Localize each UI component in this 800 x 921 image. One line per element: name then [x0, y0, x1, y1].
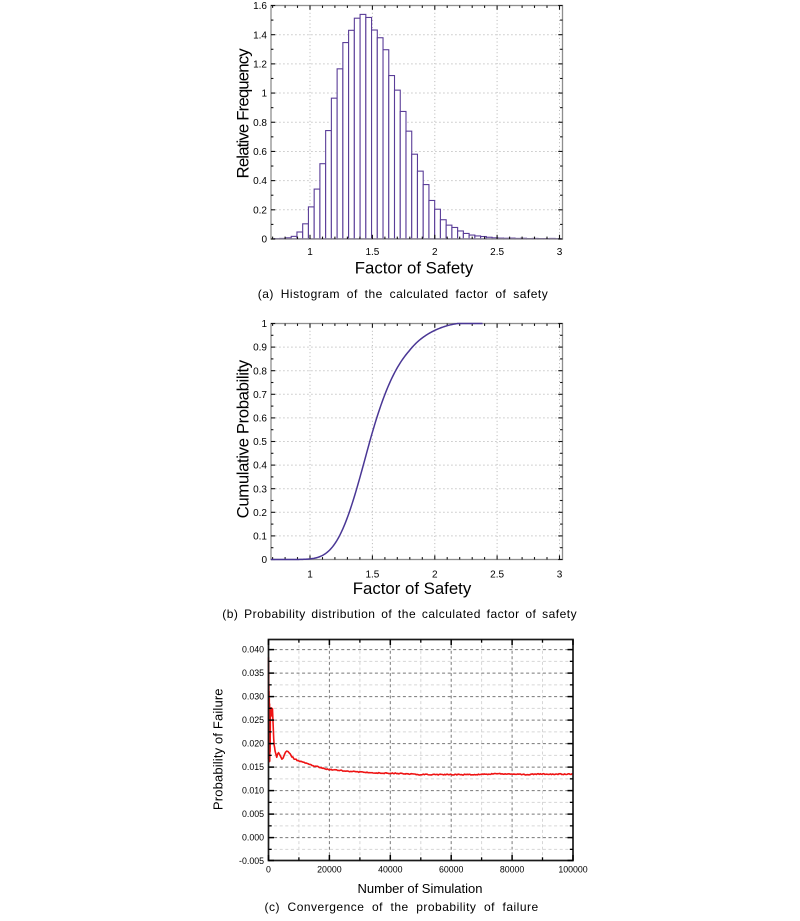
svg-text:1.4: 1.4: [253, 30, 267, 41]
svg-text:(a) Histogram of the calculate: (a) Histogram of the calculated factor o…: [258, 287, 548, 301]
svg-text:100000: 100000: [558, 865, 587, 875]
svg-text:1.2: 1.2: [253, 60, 267, 71]
svg-text:2.5: 2.5: [490, 570, 504, 581]
svg-text:0.8: 0.8: [253, 118, 267, 129]
svg-text:Number of Simulation: Number of Simulation: [358, 881, 483, 896]
svg-text:0.035: 0.035: [242, 668, 264, 678]
svg-text:Cumulative Probability: Cumulative Probability: [233, 359, 252, 518]
svg-text:0.6: 0.6: [253, 147, 267, 158]
svg-text:1: 1: [261, 319, 267, 330]
svg-text:40000: 40000: [378, 865, 403, 875]
svg-text:(b) Probability distribution o: (b) Probability distribution of the calc…: [222, 607, 577, 621]
svg-text:0.8: 0.8: [253, 366, 267, 377]
svg-text:0.3: 0.3: [253, 484, 267, 495]
svg-text:0: 0: [261, 235, 267, 246]
svg-text:0.6: 0.6: [253, 414, 267, 425]
svg-text:2: 2: [432, 570, 438, 581]
svg-text:0.030: 0.030: [242, 692, 264, 702]
svg-text:0.000: 0.000: [242, 833, 264, 843]
svg-text:2.5: 2.5: [490, 247, 504, 258]
svg-text:0.005: 0.005: [242, 809, 264, 819]
svg-text:0.025: 0.025: [242, 715, 264, 725]
svg-text:0: 0: [266, 865, 271, 875]
svg-text:2: 2: [432, 247, 438, 258]
svg-text:0.1: 0.1: [253, 532, 267, 543]
svg-text:0.4: 0.4: [253, 176, 267, 187]
svg-text:Factor of Safety: Factor of Safety: [355, 259, 474, 278]
svg-text:20000: 20000: [317, 865, 342, 875]
svg-text:1.6: 1.6: [253, 1, 267, 12]
svg-text:Relative Frequency: Relative Frequency: [233, 48, 252, 179]
svg-text:1.5: 1.5: [365, 570, 379, 581]
svg-text:0.7: 0.7: [253, 390, 267, 401]
svg-text:3: 3: [557, 247, 563, 258]
svg-text:0.015: 0.015: [242, 762, 264, 772]
svg-text:0.9: 0.9: [253, 343, 267, 354]
svg-text:0.4: 0.4: [253, 461, 267, 472]
svg-text:0.020: 0.020: [242, 739, 264, 749]
svg-text:1.5: 1.5: [365, 247, 379, 258]
svg-text:80000: 80000: [500, 865, 525, 875]
svg-text:1: 1: [307, 247, 313, 258]
svg-text:60000: 60000: [439, 865, 464, 875]
svg-text:1: 1: [261, 89, 267, 100]
svg-text:Probability of Failure: Probability of Failure: [210, 688, 225, 810]
svg-text:0.040: 0.040: [242, 645, 264, 655]
svg-text:0.5: 0.5: [253, 437, 267, 448]
svg-text:3: 3: [557, 570, 563, 581]
svg-text:0: 0: [261, 555, 267, 566]
svg-text:0.2: 0.2: [253, 508, 267, 519]
svg-text:0.2: 0.2: [253, 205, 267, 216]
svg-text:(c) Convergence of the probabi: (c) Convergence of the probability of fa…: [265, 900, 539, 914]
svg-text:-0.005: -0.005: [239, 856, 264, 866]
svg-text:Factor of Safety: Factor of Safety: [353, 579, 472, 598]
svg-text:0.010: 0.010: [242, 786, 264, 796]
svg-text:1: 1: [307, 570, 313, 581]
